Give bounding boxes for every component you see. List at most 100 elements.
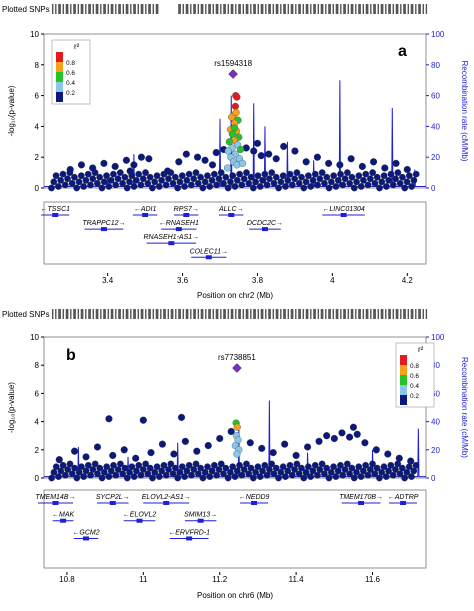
snp-point: [362, 170, 370, 178]
gene-exon: [251, 501, 258, 505]
snp-point: [277, 178, 285, 186]
snp-tick: [82, 4, 84, 14]
snp-point: [204, 442, 212, 450]
snp-point: [266, 175, 273, 183]
snp-tick: [107, 309, 109, 319]
snp-point: [204, 172, 211, 180]
gene-exon: [183, 213, 190, 217]
snp-point: [272, 155, 280, 163]
snp-point: [91, 460, 99, 468]
snp-tick: [284, 4, 286, 14]
y-tick-label: 2: [35, 153, 40, 162]
snp-tick: [365, 4, 368, 14]
snp-point: [360, 176, 367, 184]
snp-tick: [239, 309, 241, 319]
snp-point: [343, 460, 351, 468]
gene-exon: [52, 213, 59, 217]
ld-snp-point: [233, 450, 241, 458]
snp-tick: [227, 4, 229, 14]
snp-tick: [182, 4, 184, 14]
snp-point: [243, 169, 250, 176]
ld-snp-point: [232, 108, 240, 117]
snp-point: [337, 170, 344, 178]
y-right-tick-label: 0: [431, 474, 436, 483]
plotted-snps-label: Plotted SNPs: [2, 5, 50, 14]
snp-point: [139, 175, 147, 183]
snp-tick: [425, 309, 428, 319]
x-tick-label: 3.8: [252, 276, 264, 285]
gene-label: ←TSSC1: [40, 206, 70, 213]
snp-point: [249, 474, 257, 482]
snp-point: [96, 464, 104, 472]
snp-point: [162, 471, 170, 479]
gene-exon: [175, 227, 182, 232]
snp-tick: [320, 4, 323, 14]
snp-point: [105, 415, 113, 423]
snp-tick: [187, 309, 189, 319]
snp-point: [201, 178, 209, 186]
snp-point: [130, 183, 138, 190]
snp-point: [259, 176, 266, 184]
snp-tick: [118, 309, 120, 319]
snp-point: [410, 467, 418, 475]
gene-label: TMEM14B→: [35, 494, 75, 501]
snp-point: [52, 463, 60, 471]
y-right-tick-label: 100: [431, 30, 445, 39]
snp-point: [361, 439, 369, 447]
snp-tick: [380, 309, 383, 319]
snp-tick: [89, 309, 91, 319]
snp-point: [304, 463, 312, 471]
ld-snp-point: [223, 164, 232, 172]
snp-point: [332, 473, 340, 480]
snp-point: [238, 471, 246, 479]
snp-tick: [403, 4, 405, 14]
legend-label: 0.6: [66, 70, 75, 77]
snp-tick: [362, 309, 364, 319]
snp-point: [64, 175, 71, 183]
snp-tick: [275, 309, 278, 319]
snp-tick: [142, 309, 144, 319]
snp-point: [178, 172, 186, 180]
snp-tick: [400, 4, 402, 14]
snp-tick: [209, 4, 211, 14]
snp-point: [286, 461, 294, 469]
snp-tick: [260, 309, 263, 319]
snp-point: [105, 183, 113, 190]
snp-tick: [268, 309, 270, 319]
snp-point: [398, 464, 406, 472]
snp-point: [238, 181, 246, 189]
y-tick-label: 10: [30, 30, 39, 39]
snp-tick: [80, 4, 83, 14]
snp-point: [348, 173, 356, 181]
snp-tick: [52, 4, 54, 14]
snp-tick: [374, 309, 376, 319]
snp-point: [353, 430, 361, 438]
snp-tick: [389, 309, 391, 319]
snp-tick: [170, 309, 173, 319]
snp-tick: [97, 309, 99, 319]
snp-point: [332, 183, 340, 190]
snp-point: [116, 169, 124, 176]
snp-point: [224, 474, 232, 482]
snp-tick: [290, 309, 293, 319]
snp-tick: [145, 4, 147, 14]
snp-point: [190, 175, 198, 183]
gene-label: ←RNASEH1: [159, 220, 199, 227]
snp-point: [123, 474, 131, 482]
snp-point: [236, 461, 243, 469]
snp-tick: [112, 4, 114, 14]
gene-label: ←LINC01304: [322, 206, 365, 213]
snp-tick: [254, 4, 256, 14]
snp-tick: [335, 4, 338, 14]
snp-tick: [415, 4, 417, 14]
snp-point: [383, 183, 390, 190]
snp-tick: [389, 4, 391, 14]
snp-tick: [178, 4, 180, 14]
snp-point: [307, 183, 315, 190]
y-right-tick-label: 0: [431, 184, 436, 193]
snp-tick: [82, 309, 84, 319]
y-right-tick-label: 20: [431, 446, 440, 455]
snp-point: [298, 464, 305, 472]
snp-point: [369, 460, 376, 468]
